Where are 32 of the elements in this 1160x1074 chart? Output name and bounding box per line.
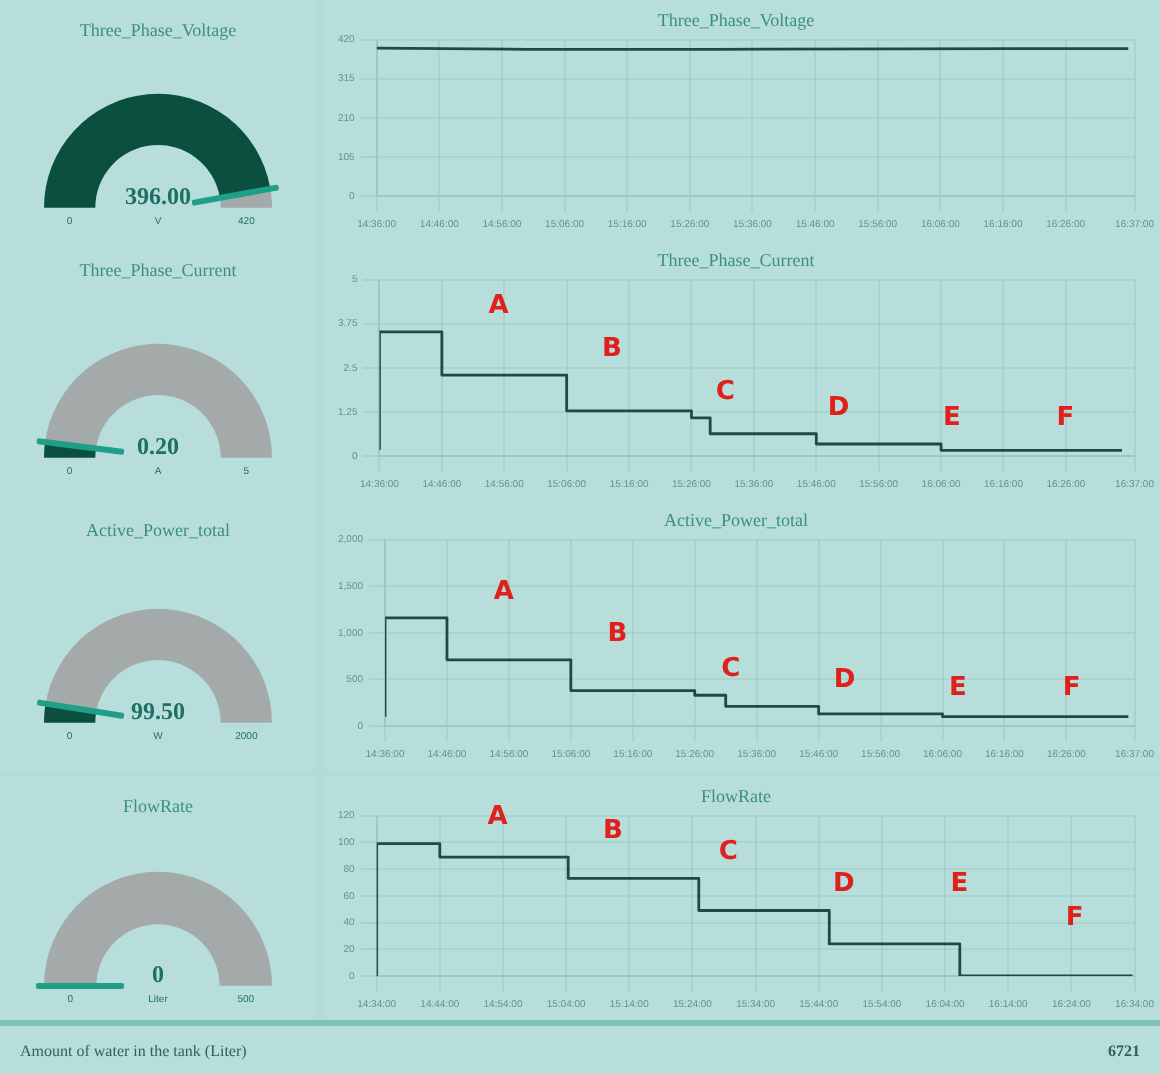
annotation: C — [721, 653, 741, 684]
text: 6721 — [1108, 1041, 1140, 1059]
annotation: B — [601, 333, 622, 364]
text: 0.20 — [137, 431, 179, 460]
annotation: F — [1056, 402, 1075, 433]
chart-title: Active_Power_total — [86, 519, 231, 540]
annotation: D — [827, 392, 850, 423]
text: 396.00 — [125, 181, 191, 210]
chart-title: FlowRate — [123, 795, 194, 816]
annotation: D — [833, 665, 856, 696]
chart-title: Active_Power_total — [664, 509, 809, 530]
chart-title: FlowRate — [701, 785, 772, 806]
text: 99.50 — [131, 696, 185, 725]
annotation: A — [493, 576, 514, 607]
chart-title: Three_Phase_Current — [79, 259, 238, 280]
annotation: E — [949, 672, 967, 703]
annotation: C — [718, 837, 738, 868]
annotation: A — [487, 802, 508, 833]
chart-title: Three_Phase_Current — [657, 249, 816, 270]
annotation: B — [603, 815, 623, 846]
annotation: F — [1065, 902, 1084, 933]
annotation: E — [950, 869, 969, 900]
text: 0 — [152, 959, 164, 988]
annotation: B — [607, 618, 628, 649]
annotation: C — [715, 376, 735, 407]
chart-title: Three_Phase_Voltage — [657, 9, 815, 30]
annotation: D — [833, 869, 856, 900]
chart-title: Three_Phase_Voltage — [79, 19, 237, 40]
annotation: E — [943, 402, 961, 433]
annotation: A — [488, 290, 509, 321]
text: Amount of water in the tank (Liter) — [20, 1041, 247, 1059]
annotation: F — [1062, 672, 1081, 703]
